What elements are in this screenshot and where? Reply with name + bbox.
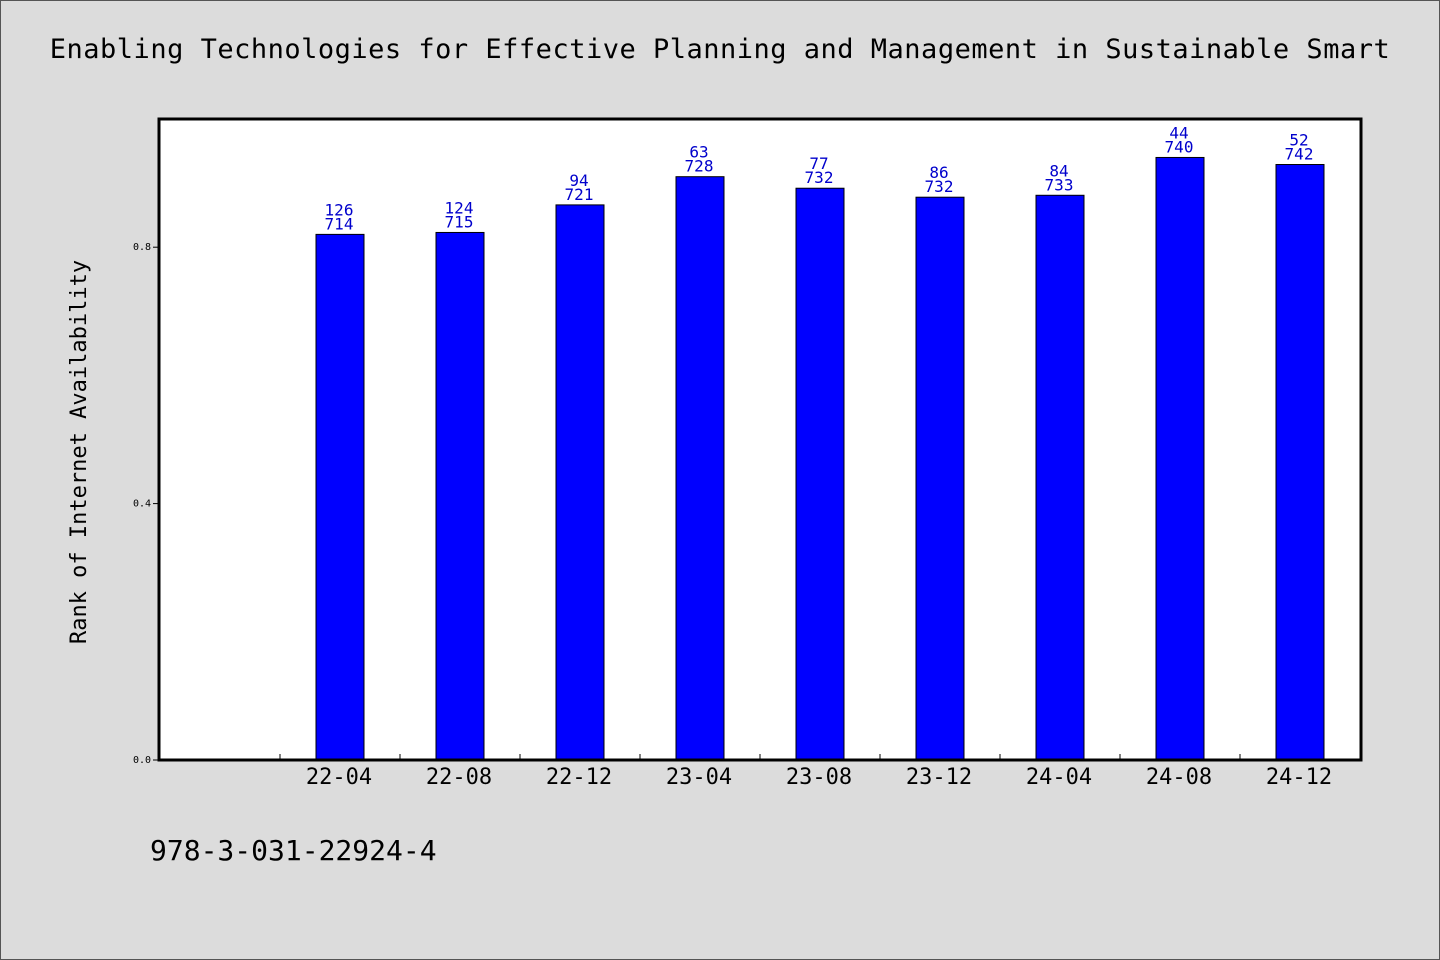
- y-tick-label: 0.0: [133, 755, 151, 766]
- x-tick-label: 22-04: [306, 765, 372, 790]
- x-tick-label: 24-12: [1266, 765, 1332, 790]
- y-tick-label: 0.4: [133, 499, 151, 510]
- plot-border: [157, 117, 1363, 762]
- x-tick-label: 24-08: [1146, 765, 1212, 790]
- bar-label-bottom: 733: [1045, 175, 1074, 194]
- bar: [1275, 164, 1325, 761]
- x-tick-label: 23-04: [666, 765, 732, 790]
- bar-label-top: 84: [1049, 161, 1068, 180]
- bar-label-top: 44: [1169, 123, 1188, 142]
- bar: [315, 233, 365, 761]
- isbn-text: 978-3-031-22924-4: [150, 834, 437, 867]
- bar-label-top: 52: [1289, 131, 1308, 150]
- bar: [555, 204, 605, 761]
- bar: [675, 176, 725, 761]
- bar-label-top: 63: [689, 143, 708, 162]
- bar-label-bottom: 714: [325, 214, 354, 233]
- bar-label-bottom: 721: [565, 185, 594, 204]
- bar-label-top: 124: [445, 198, 474, 217]
- bar-label-top: 86: [929, 163, 948, 182]
- bar-label-bottom: 728: [685, 157, 714, 176]
- bar-label-bottom: 740: [1165, 137, 1194, 156]
- bar-label-bottom: 715: [445, 212, 474, 231]
- bar-label-top: 94: [569, 171, 588, 190]
- bars: [315, 156, 1325, 761]
- y-axis: 0.0 0.4 0.8: [133, 242, 159, 766]
- bar: [915, 196, 965, 761]
- x-axis: 22-04 22-08 22-12 23-04 23-08 23-12 24-04 24-08…: [279, 754, 1332, 790]
- y-axis-label: Rank of Internet Availability: [67, 260, 92, 644]
- bar: [795, 187, 845, 761]
- bar: [435, 231, 485, 761]
- bar-label-bottom: 732: [805, 168, 834, 187]
- bar-label-bottom: 732: [925, 177, 954, 196]
- bar-label-bottom: 742: [1285, 145, 1314, 164]
- bar: [1035, 194, 1085, 761]
- bar-label-top: 126: [325, 200, 354, 219]
- x-tick-label: 22-12: [546, 765, 612, 790]
- bar: [1155, 156, 1205, 761]
- chart-title: Enabling Technologies for Effective Plan…: [49, 34, 1391, 65]
- bar-label-top: 77: [809, 154, 828, 173]
- x-tick-label: 23-12: [906, 765, 972, 790]
- x-tick-label: 22-08: [426, 765, 492, 790]
- x-tick-label: 24-04: [1026, 765, 1092, 790]
- y-tick-label: 0.8: [133, 242, 151, 253]
- x-tick-label: 23-08: [786, 765, 852, 790]
